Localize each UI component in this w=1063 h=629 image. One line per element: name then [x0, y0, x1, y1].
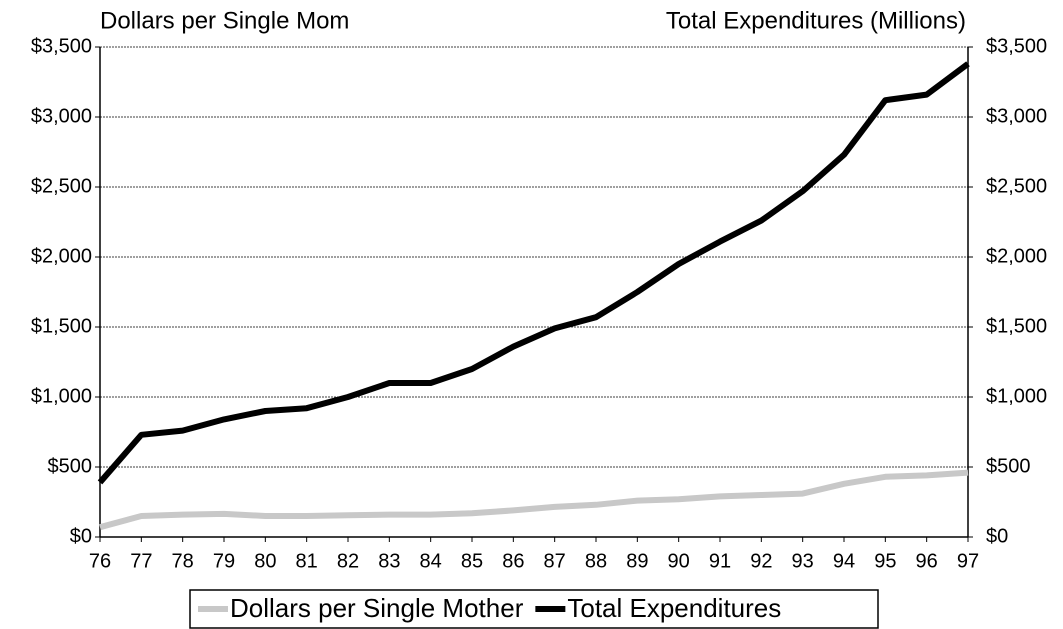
series-line: [99, 469, 969, 531]
x-tick-label: 86: [502, 550, 524, 572]
y2-tick-label: $1,000: [986, 385, 1047, 407]
x-tick-label: 95: [874, 550, 896, 572]
y2-tick-label: $0: [986, 525, 1008, 547]
y-tick-label: $3,000: [31, 105, 92, 127]
legend-box: [189, 589, 879, 629]
x-tick-label: 76: [89, 550, 111, 572]
x-tick-label: 87: [544, 550, 566, 572]
x-tick-label: 79: [213, 550, 235, 572]
x-tick-label: 78: [172, 550, 194, 572]
x-tick-label: 80: [254, 550, 276, 572]
legend-label: Dollars per Single Mother: [230, 593, 524, 623]
y2-tick-label: $3,500: [986, 35, 1047, 57]
x-tick-label: 83: [378, 550, 400, 572]
series-line: [97, 61, 970, 485]
x-tick-label: 92: [750, 550, 772, 572]
x-tick-label: 96: [916, 550, 938, 572]
x-tick-label: 81: [296, 550, 318, 572]
y2-tick-label: $500: [986, 455, 1031, 477]
y-axis-title: Dollars per Single Mom: [100, 7, 349, 34]
y-tick-label: $0: [70, 525, 92, 547]
y-tick-label: $2,000: [31, 245, 92, 267]
x-tick-label: 90: [668, 550, 690, 572]
y2-tick-label: $3,000: [986, 105, 1047, 127]
y-tick-label: $500: [48, 455, 93, 477]
x-tick-label: 77: [130, 550, 152, 572]
x-tick-label: 93: [792, 550, 814, 572]
y2-tick-label: $2,500: [986, 175, 1047, 197]
y2-tick-label: $1,500: [986, 315, 1047, 337]
legend: Dollars per Single Mother Total Expenditu…: [189, 589, 879, 629]
x-tick-label: 89: [626, 550, 648, 572]
legend-label: Total Expenditures: [567, 593, 781, 623]
y2-axis-title: Total Expenditures (Millions): [666, 7, 966, 34]
x-tick-label: 94: [833, 550, 855, 572]
y-tick-label: $2,500: [31, 175, 92, 197]
x-tick-label: 84: [420, 550, 442, 572]
x-tick-label: 88: [585, 550, 607, 572]
x-tick-label: 97: [957, 550, 979, 572]
y-tick-label: $1,500: [31, 315, 92, 337]
x-tick-label: 82: [337, 550, 359, 572]
x-tick-label: 85: [461, 550, 483, 572]
x-tick-label: 91: [709, 550, 731, 572]
y2-tick-label: $2,000: [986, 245, 1047, 267]
y-tick-label: $1,000: [31, 385, 92, 407]
y-tick-label: $3,500: [31, 35, 92, 57]
